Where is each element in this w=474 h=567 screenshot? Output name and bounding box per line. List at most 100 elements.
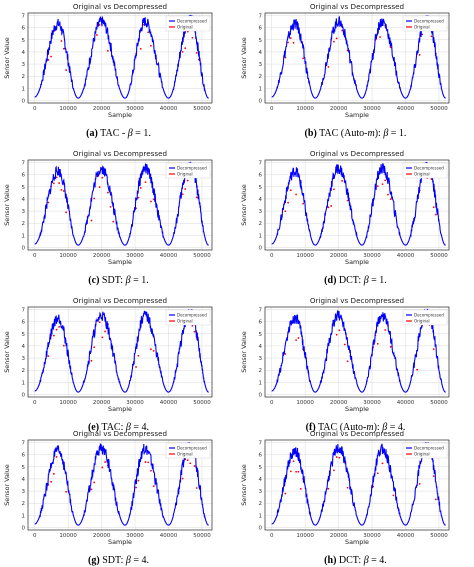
caption-text: TAC (Auto- xyxy=(319,128,368,139)
caption-text: = 1. xyxy=(388,128,407,139)
x-tick-label: 40000 xyxy=(160,533,178,539)
original-point xyxy=(335,333,338,336)
original-point xyxy=(98,186,101,189)
original-point xyxy=(139,187,142,189)
chart-title: Original vs Decompressed xyxy=(73,149,167,158)
y-tick-label: 6 xyxy=(22,26,26,32)
y-tick-label: 1 xyxy=(259,380,263,386)
caption-text: = 4. xyxy=(130,422,150,433)
y-tick-label: 4 xyxy=(22,344,26,350)
legend-entry: Decompressed xyxy=(177,313,207,318)
legend-entry: Original xyxy=(414,452,430,457)
original-point xyxy=(181,477,184,480)
original-point xyxy=(299,488,302,490)
original-point xyxy=(330,205,333,207)
original-point xyxy=(65,490,68,493)
x-tick-label: 20000 xyxy=(330,253,348,259)
y-tick-label: 6 xyxy=(259,26,263,32)
original-point xyxy=(418,54,421,56)
y-tick-label: 2 xyxy=(22,501,26,507)
original-point xyxy=(387,193,389,196)
y-tick-label: 7 xyxy=(22,160,26,166)
y-tick-label: 2 xyxy=(22,221,26,227)
x-tick-label: 40000 xyxy=(160,106,178,112)
original-point xyxy=(193,330,196,333)
caption-text: DCT: xyxy=(338,275,364,286)
y-tick-label: 3 xyxy=(259,209,263,215)
original-point xyxy=(289,470,292,473)
y-tick-label: 2 xyxy=(259,501,263,507)
original-point xyxy=(292,42,295,44)
original-point xyxy=(50,480,52,483)
y-tick-label: 0 xyxy=(259,246,263,252)
original-point xyxy=(50,55,52,58)
original-point xyxy=(147,461,150,464)
caption-beta: β xyxy=(383,128,389,139)
original-point xyxy=(416,368,419,371)
original-point xyxy=(333,40,335,43)
original-point xyxy=(150,469,152,472)
original-point xyxy=(376,472,379,475)
caption-tag: (c) xyxy=(88,275,100,286)
x-axis-label: Sample xyxy=(108,258,132,266)
plot-frame xyxy=(27,12,213,104)
original-point xyxy=(287,201,289,204)
original-point xyxy=(195,196,198,199)
original-point xyxy=(418,482,421,485)
chart-panel-b: Original vs Decompressed 0 1 2 3 4 5 6 7 0 10000 20… xyxy=(237,0,474,140)
chart-title: Original vs Decompressed xyxy=(73,296,167,305)
original-point xyxy=(47,355,50,357)
y-tick-label: 0 xyxy=(259,526,263,532)
x-tick-label: 0 xyxy=(270,400,274,406)
y-tick-label: 2 xyxy=(259,368,263,374)
x-axis-label: Sample xyxy=(345,111,369,119)
x-axis-label: Sample xyxy=(345,258,369,266)
legend-entry: Decompressed xyxy=(414,446,444,451)
original-point xyxy=(90,488,93,491)
original-point xyxy=(384,179,387,182)
y-tick-label: 2 xyxy=(22,74,26,80)
chart-title: Original vs Decompressed xyxy=(310,149,404,158)
caption-tag: (e) xyxy=(87,422,100,433)
y-tick-label: 7 xyxy=(22,307,26,313)
chart-svg-h: Original vs Decompressed 0 1 2 3 4 5 6 7 0 10000 20… xyxy=(240,429,450,546)
x-tick-label: 0 xyxy=(270,106,274,112)
original-point xyxy=(147,31,150,34)
caption-beta: β xyxy=(363,275,369,286)
legend-entry: Decompressed xyxy=(177,166,207,171)
caption-text: = 1. xyxy=(368,275,387,286)
plot-frame xyxy=(27,306,213,398)
original-point xyxy=(381,462,384,465)
original-point xyxy=(384,329,387,331)
legend-entry: Decompressed xyxy=(414,313,444,318)
original-point xyxy=(150,348,152,351)
original-point xyxy=(376,185,379,187)
y-axis-label: Sensor Value xyxy=(3,37,11,79)
caption-text: TAC: xyxy=(101,422,126,433)
legend-box xyxy=(402,162,448,179)
original-point xyxy=(93,481,96,484)
original-point xyxy=(93,197,96,200)
legend-entry: Original xyxy=(414,319,430,324)
original-point xyxy=(112,220,115,223)
original-point xyxy=(379,36,381,38)
x-tick-label: 50000 xyxy=(193,400,211,406)
original-point xyxy=(52,182,55,185)
original-point xyxy=(52,334,55,337)
y-tick-label: 4 xyxy=(22,477,26,483)
original-point xyxy=(430,178,433,181)
y-tick-label: 6 xyxy=(22,173,26,179)
original-point xyxy=(432,475,435,477)
y-tick-label: 4 xyxy=(22,197,26,203)
legend-box xyxy=(165,15,211,32)
y-tick-label: 1 xyxy=(259,233,263,239)
series-decompressed-line xyxy=(34,309,209,393)
original-point xyxy=(152,485,155,488)
x-tick-label: 40000 xyxy=(160,253,178,259)
legend-entry: Original xyxy=(414,25,430,30)
chart-svg-b: Original vs Decompressed 0 1 2 3 4 5 6 7 0 10000 20… xyxy=(240,2,450,119)
original-point xyxy=(284,210,287,213)
legend-box xyxy=(402,15,448,32)
y-tick-label: 3 xyxy=(22,356,26,362)
